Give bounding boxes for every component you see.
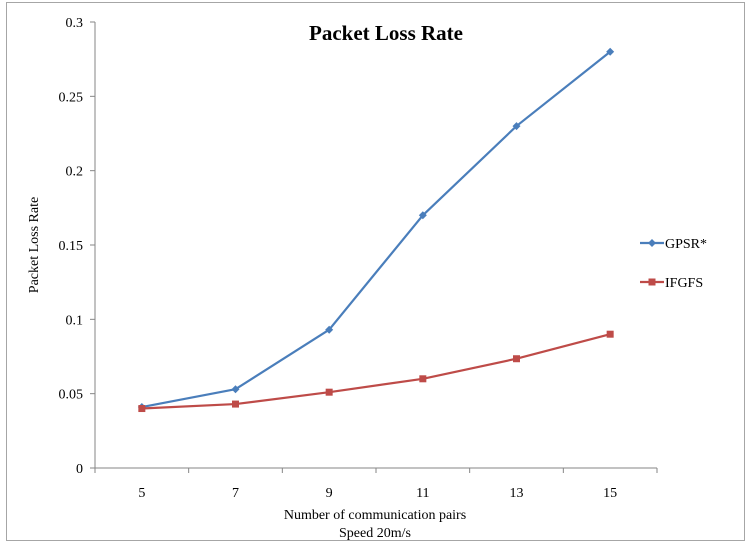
y-tick-label: 0.3 <box>66 16 84 31</box>
legend-label-ifgfs: IFGFS <box>665 276 703 291</box>
legend-marker-ifgfs <box>648 278 656 286</box>
legend-label-gpsr: GPSR* <box>665 237 707 252</box>
data-point-gpsr <box>231 385 240 394</box>
chart-title: Packet Loss Rate <box>309 21 463 45</box>
series-layer <box>137 47 615 413</box>
x-tick-label: 5 <box>138 486 145 501</box>
legend: GPSR* IFGFS <box>640 237 707 291</box>
data-point-gpsr <box>512 122 521 131</box>
data-point-gpsr <box>325 325 334 334</box>
data-point-ifgfs <box>232 400 239 408</box>
x-tick-label: 7 <box>232 486 239 501</box>
x-axis-subtitle: Speed 20m/s <box>339 526 411 541</box>
x-tick-label: 11 <box>416 486 429 501</box>
y-tick-label: 0.15 <box>59 239 84 254</box>
data-point-gpsr <box>418 211 427 220</box>
series-line-gpsr <box>141 50 611 409</box>
legend-marker-gpsr <box>648 239 656 247</box>
data-point-ifgfs <box>138 405 146 413</box>
data-point-ifgfs <box>325 388 333 396</box>
data-point-gpsr <box>606 47 615 56</box>
y-tick-label: 0.25 <box>59 90 84 105</box>
y-tick-label: 0.05 <box>59 388 84 403</box>
data-point-ifgfs <box>513 355 520 363</box>
y-tick-label: 0 <box>76 462 83 477</box>
y-tick-label: 0.1 <box>66 313 84 328</box>
x-axis-ticks: 5 7 9 11 13 15 <box>94 468 658 501</box>
y-axis-title: Packet Loss Rate <box>27 197 42 293</box>
data-point-ifgfs <box>419 375 427 383</box>
x-axis-title: Number of communication pairs <box>284 508 466 523</box>
series-line-ifgfs <box>141 333 611 410</box>
data-point-ifgfs <box>606 330 614 338</box>
y-tick-label: 0.2 <box>66 165 84 180</box>
y-axis-ticks: 0 0.05 0.1 0.15 0.2 0.25 0.3 <box>59 16 95 477</box>
x-tick-label: 15 <box>603 486 617 501</box>
x-tick-label: 9 <box>326 486 333 501</box>
x-tick-label: 13 <box>510 486 524 501</box>
